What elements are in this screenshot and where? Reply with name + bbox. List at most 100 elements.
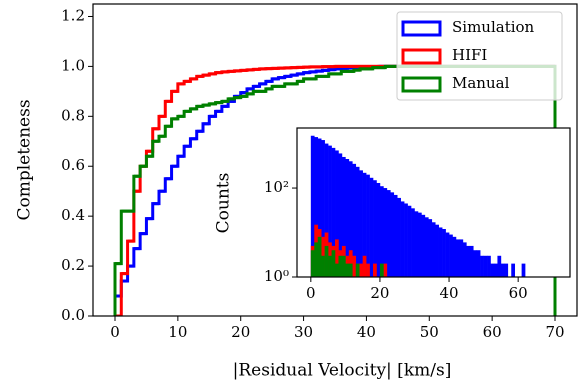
hist-bar [469,245,474,277]
x-tick-label: 60 [483,323,502,341]
x-tick-label: 20 [370,284,389,302]
hist-bar [383,263,388,277]
hist-bar [449,234,453,277]
hist-bar [476,250,481,277]
x-tick-label: 40 [440,284,459,302]
hist-bar [352,255,357,277]
hist-bar [435,224,439,277]
legend-swatch [401,20,442,37]
hist-bar [366,263,370,277]
hist-bar [390,192,395,277]
plot-histogram: 0 20 40 60 10⁰ 10² [264,127,571,302]
hist-bar [400,201,405,277]
y-tick-label: 0.8 [61,106,85,124]
x-tick-label: 40 [357,323,376,341]
hist-bar [331,250,336,277]
hist-bar [348,263,353,277]
x-tick-label: 70 [545,323,564,341]
hist-bar [480,255,484,277]
hist-bar [417,212,422,277]
hist-bar [321,255,325,277]
hist-bar [345,263,350,277]
hist-bar [355,263,360,277]
hist-bar [310,135,315,277]
hist-bar [359,170,363,277]
hist-bar [359,263,363,277]
hist-bar [376,182,381,277]
hist-bar [335,263,339,277]
hist-bar [373,180,377,277]
hist-bar [504,263,509,277]
hist-bar [442,229,446,277]
hist-bar [386,190,391,277]
x-tick-label: 10 [168,323,187,341]
x-tick-label: 20 [231,323,250,341]
hist-bar [452,236,457,277]
legend-swatch [401,48,442,65]
legend-label: HIFI [452,46,487,64]
hist-bar [445,232,450,277]
hist-bar [497,255,502,277]
legend-swatch [401,76,442,93]
hist-bar [338,153,343,277]
hist-bar [521,263,526,277]
y-tick-label: 0.4 [61,206,85,224]
hist-bar [511,263,516,277]
hist-bar [493,263,498,277]
hist-bar [411,208,415,277]
hist-bar [466,245,471,277]
inset-y-axis-label: Counts [214,173,234,234]
hist-bar [369,177,374,277]
hist-bar [404,203,408,277]
y-axis-label: Completeness [15,99,35,220]
hist-bar [317,236,322,277]
hist-bar [487,255,491,277]
hist-bar [490,263,495,277]
x-tick-label: 30 [294,323,313,341]
hist-bar [438,227,443,277]
hist-bar [373,263,377,277]
y-tick-label: 0.6 [61,156,85,174]
hist-bar [407,205,412,277]
hist-bar [379,263,384,277]
y-tick-label: 10² [264,178,289,196]
hist-bar [462,242,467,277]
hist-bar [310,250,315,277]
hist-bar [341,255,346,277]
hist-bar [379,186,384,277]
x-tick-label: 60 [509,284,528,302]
hist-bar [314,137,319,277]
hist-bar [431,222,436,277]
hist-bar [314,242,319,277]
hist-bar [428,219,433,277]
hist-bar [328,255,332,277]
x-tick-label: 0 [110,323,120,341]
hist-bar [321,140,325,277]
hist-bar [362,172,367,277]
hist-bar [362,255,367,277]
y-tick-label: 1.2 [61,6,85,24]
hist-bar [328,145,332,277]
hist-bar [317,138,322,277]
hist-bar [348,250,353,277]
legend-label: Manual [452,74,510,92]
hist-bar [459,239,464,277]
hist-bar [348,161,353,277]
hist-bar [331,147,336,277]
hist-bar [352,163,357,277]
hist-bar [393,194,398,277]
hist-bar [397,197,401,277]
hist-bar [421,214,426,277]
x-axis-label: |Residual Velocity| [km/s] [233,361,452,381]
hist-bar [473,250,477,277]
marks [310,135,526,277]
hist-bar [335,150,339,277]
hist-bar [355,166,360,277]
y-tick-label: 0.2 [61,256,85,274]
y-tick-label: 1.0 [61,56,85,74]
hist-bar [414,211,419,277]
hist-bar [338,255,343,277]
y-tick-label: 0.0 [61,306,85,324]
hist-bar [341,156,346,277]
